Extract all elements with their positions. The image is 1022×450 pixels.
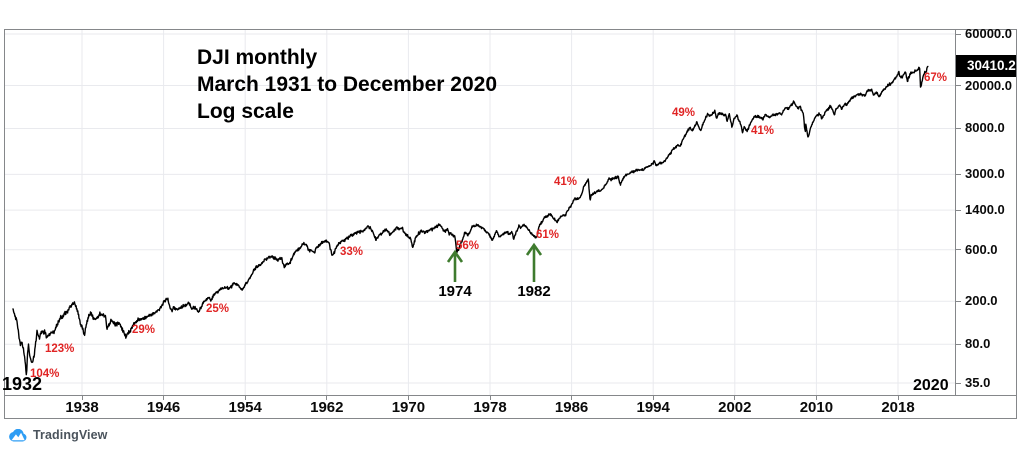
dji-series-line (12, 65, 929, 376)
chart-title-line-1: DJI monthly (197, 46, 318, 69)
chart-frame: DJI monthly March 1931 to December 2020 … (2, 26, 1017, 419)
price-axis[interactable]: 30410.2 60000.0 20000.0 8000.0 3000.0 1400.0… (956, 26, 1016, 396)
x-axis-edge-label-2020: 2020 (913, 377, 949, 394)
y-axis-tick (956, 301, 961, 302)
y-axis-tick-label: 20000.0 (965, 77, 1012, 93)
rally-pct-label: 25% (206, 303, 230, 315)
x-axis-tick (163, 396, 164, 400)
x-axis-tick-label: 2010 (799, 399, 834, 416)
x-axis-tick (245, 396, 246, 400)
rally-pct-label: 67% (924, 72, 948, 84)
tradingview-logo-text: TradingView (33, 428, 108, 442)
rally-pct-label: 41% (751, 125, 775, 137)
x-axis-tick (326, 396, 327, 400)
rally-pct-label: 29% (132, 324, 156, 336)
arrow-year-label: 1982 (517, 283, 551, 300)
y-axis-tick (956, 174, 961, 175)
x-axis-tick (408, 396, 409, 400)
y-axis-tick-label: 60000.0 (965, 26, 1012, 42)
y-axis-tick (956, 85, 961, 86)
y-axis-tick (956, 210, 961, 211)
x-axis-tick-label: 1994 (636, 399, 670, 416)
y-axis-tick-label: 8000.0 (965, 120, 1005, 136)
rally-pct-label: 123% (45, 343, 75, 355)
y-axis-tick (956, 249, 961, 250)
chart-title-line-3: Log scale (197, 100, 294, 123)
x-axis-tick-label: 2002 (718, 399, 752, 416)
x-axis-tick (82, 396, 83, 400)
x-axis-tick (898, 396, 899, 400)
rally-pct-label: 33% (340, 246, 364, 258)
price-chart-plot-area[interactable]: DJI monthly March 1931 to December 2020 … (2, 30, 956, 396)
chart-title-line-2: March 1931 to December 2020 (197, 73, 497, 96)
rally-pct-label: 61% (536, 229, 560, 241)
last-price-tag: 30410.2 (956, 54, 1016, 77)
y-axis-tick-label: 35.0 (965, 375, 991, 390)
x-axis-edge-label-1932: 1932 (2, 374, 43, 394)
x-axis-tick (816, 396, 817, 400)
y-axis-tick-label: 80.0 (965, 336, 991, 352)
x-axis-tick-label: 1986 (554, 399, 589, 416)
x-axis-tick (734, 396, 735, 400)
x-axis-tick (571, 396, 572, 400)
up-arrow-1974 (446, 249, 464, 282)
rally-pct-label: 104% (30, 368, 60, 380)
y-axis-tick-label: 1400.0 (965, 202, 1005, 218)
up-arrow-1982 (525, 242, 543, 282)
x-axis-tick-label: 1954 (228, 399, 262, 416)
rally-pct-label: 41% (554, 176, 578, 188)
x-axis-tick-label: 2018 (881, 399, 915, 416)
axis-corner-cell (956, 396, 1016, 418)
y-axis-tick-label: 3000.0 (965, 166, 1005, 182)
tradingview-logo[interactable]: TradingView (8, 428, 108, 442)
x-axis-tick-label: 1962 (310, 399, 344, 416)
y-axis-tick (956, 383, 961, 384)
y-axis-tick (956, 128, 961, 129)
arrow-year-label: 1974 (438, 283, 472, 300)
time-axis[interactable]: 1938 1946 1954 1962 1970 1978 1986 1994 2002 2010… (5, 396, 956, 418)
x-axis-tick (653, 396, 654, 400)
y-axis-tick (956, 344, 961, 345)
y-axis-tick (956, 34, 961, 35)
y-axis-tick-label: 600.0 (965, 241, 998, 257)
rally-pct-label: 49% (672, 107, 696, 119)
chart-canvas (5, 30, 955, 395)
tradingview-cloud-icon (9, 428, 27, 441)
x-axis-tick-label: 1938 (65, 399, 99, 416)
rally-pct-label: 56% (456, 240, 480, 252)
x-axis-tick (490, 396, 491, 400)
x-axis-tick-label: 1978 (473, 399, 507, 416)
y-axis-tick-label: 200.0 (965, 293, 998, 309)
chart-title: DJI monthly March 1931 to December 2020 … (197, 44, 497, 125)
x-axis-tick-label: 1946 (146, 399, 181, 416)
x-axis-tick-label: 1970 (391, 399, 426, 416)
